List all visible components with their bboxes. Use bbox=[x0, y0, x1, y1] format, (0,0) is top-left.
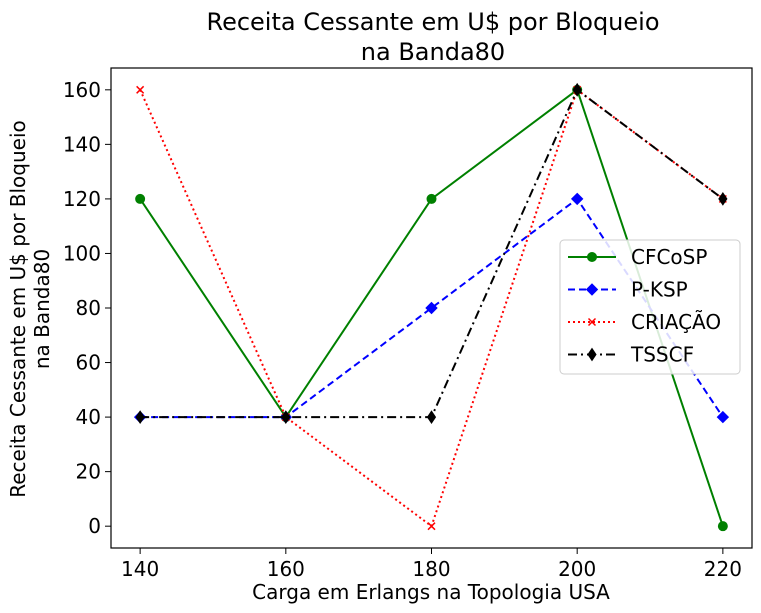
y-tick-label: 100 bbox=[63, 241, 101, 265]
legend-marker bbox=[587, 317, 597, 327]
legend-box bbox=[559, 239, 741, 375]
x-tick-label: 140 bbox=[121, 557, 159, 581]
y-axis-label-line1: Receita Cessante em U$ por Bloqueio bbox=[6, 120, 30, 498]
data-point bbox=[135, 193, 146, 204]
legend-marker bbox=[587, 347, 597, 362]
y-tick-label: 40 bbox=[76, 405, 101, 429]
x-tick-label: 160 bbox=[267, 557, 305, 581]
y-tick-label: 120 bbox=[63, 187, 101, 211]
x-tick-label: 200 bbox=[558, 557, 596, 581]
y-tick-label: 0 bbox=[88, 514, 101, 538]
legend-label: CFCoSP bbox=[631, 245, 707, 269]
data-point bbox=[570, 192, 584, 206]
legend-label: TSSCF bbox=[630, 343, 694, 367]
data-point bbox=[716, 410, 730, 424]
data-point bbox=[281, 410, 291, 424]
legend-marker bbox=[585, 283, 599, 296]
x-marker-stroke bbox=[587, 317, 597, 327]
data-point bbox=[718, 192, 728, 206]
chart-title-line2: na Banda80 bbox=[361, 38, 505, 66]
y-tick-label: 60 bbox=[76, 351, 101, 375]
data-point bbox=[572, 82, 582, 97]
data-point bbox=[135, 410, 145, 424]
legend: CFCoSP P-KSP CRIAÇÃO TSSCF bbox=[559, 239, 741, 375]
y-tick-label: 140 bbox=[63, 132, 101, 156]
data-point bbox=[136, 85, 145, 94]
data-point bbox=[717, 521, 728, 532]
y-tick-label: 20 bbox=[76, 460, 101, 484]
data-point bbox=[426, 193, 437, 204]
x-marker-stroke bbox=[136, 85, 145, 94]
y-tick-label: 80 bbox=[76, 296, 101, 320]
x-tick-label: 180 bbox=[412, 557, 450, 581]
data-point bbox=[427, 522, 436, 531]
legend-label: CRIAÇÃO bbox=[631, 310, 721, 334]
legend-label: P-KSP bbox=[631, 278, 688, 302]
x-axis-label: Carga em Erlangs na Topologia USA bbox=[252, 580, 610, 604]
x-marker-stroke bbox=[427, 522, 436, 531]
y-tick-label: 160 bbox=[63, 78, 101, 102]
x-tick-label: 220 bbox=[704, 557, 742, 581]
chart-title-line1: Receita Cessante em U$ por Bloqueio bbox=[206, 8, 659, 36]
y-axis-label-line2: na Banda80 bbox=[30, 249, 54, 369]
data-point bbox=[426, 410, 437, 424]
data-point bbox=[425, 301, 438, 315]
legend-marker bbox=[587, 252, 597, 262]
